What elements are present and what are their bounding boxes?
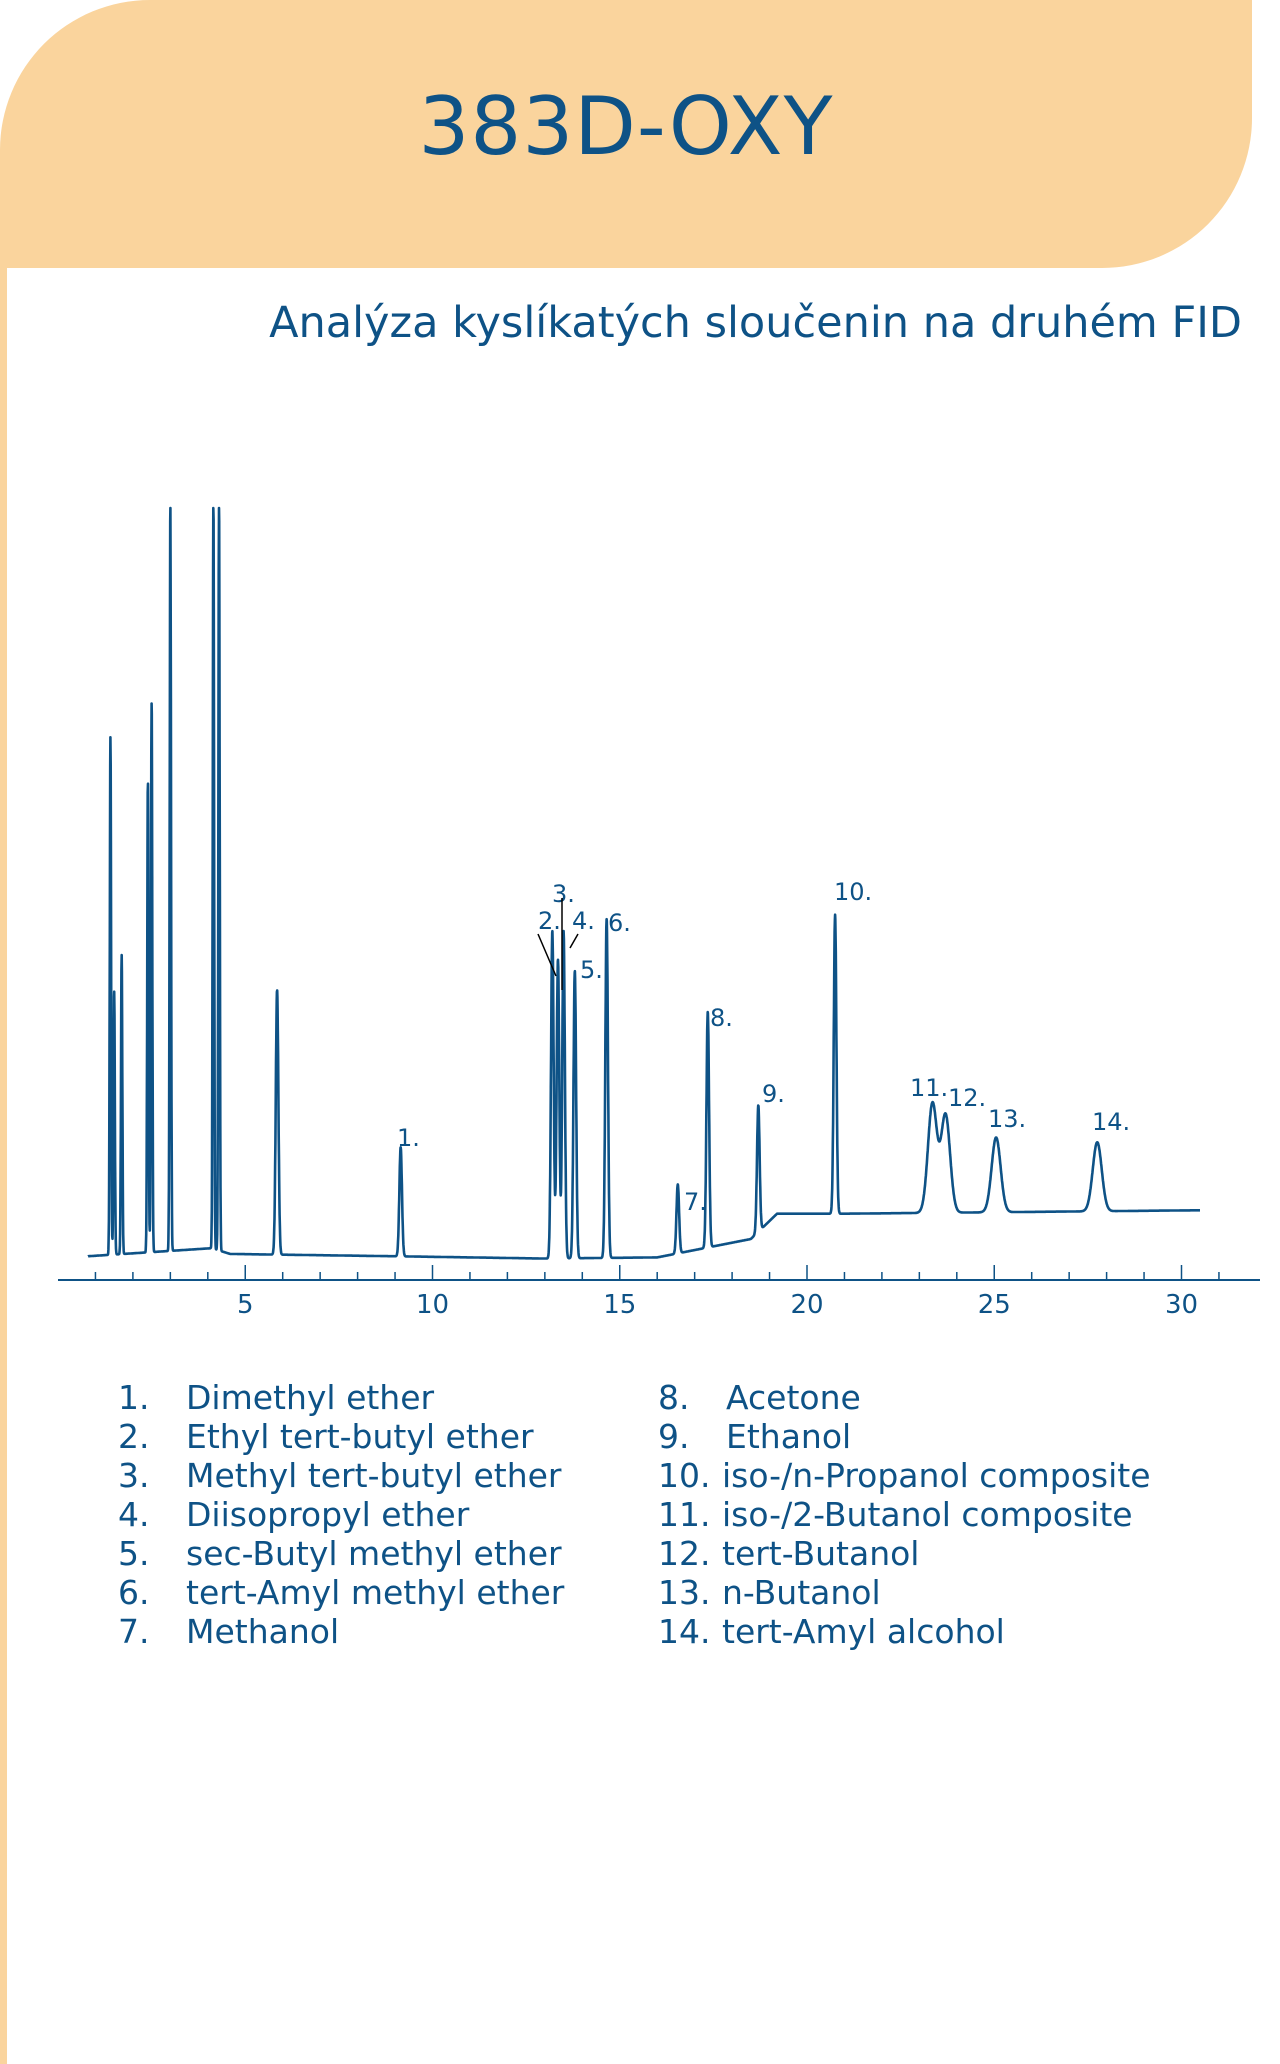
header-band — [0, 0, 1252, 268]
legend-item: 8. Acetone — [658, 1378, 1151, 1417]
legend-item: 10. iso-/n-Propanol composite — [658, 1456, 1151, 1495]
chromatogram-trace-line — [86, 506, 1202, 1260]
legend-item-number: 4. — [118, 1495, 150, 1534]
legend-list-right: 8. Acetone 9. Ethanol 10. iso-/n-Propanol com… — [658, 1378, 1151, 1651]
legend-item: 3. Methyl tert-butyl ether — [118, 1456, 564, 1495]
legend-item-number: 13. — [658, 1573, 711, 1612]
peak-label: 12. — [948, 1084, 986, 1112]
peak-label: 8. — [710, 1004, 733, 1032]
x-tick-label: 30 — [1165, 1290, 1198, 1320]
peak-label: 13. — [988, 1105, 1026, 1133]
legend-item: 2. Ethyl tert-butyl ether — [118, 1417, 564, 1456]
peak-label: 3. — [552, 880, 575, 908]
peak-leader-line — [569, 933, 579, 949]
legend-item-name: Methanol — [186, 1612, 340, 1651]
x-axis-tick-labels: 5 10 15 20 25 30 — [237, 1290, 1198, 1320]
legend-item-number: 6. — [118, 1573, 150, 1612]
legend-item-number: 8. — [658, 1378, 690, 1417]
legend-item-number: 10. — [658, 1456, 711, 1495]
legend-item-number: 2. — [118, 1417, 150, 1456]
legend-item: 1. Dimethyl ether — [118, 1378, 564, 1417]
legend-item: 11. iso-/2-Butanol composite — [658, 1495, 1151, 1534]
accent-strip — [0, 268, 7, 2064]
peak-leader-line — [537, 933, 557, 977]
legend-list-left: 1. Dimethyl ether 2. Ethyl tert-butyl ether… — [118, 1378, 564, 1651]
legend-item-number: 3. — [118, 1456, 150, 1495]
peak-label: 6. — [608, 909, 631, 937]
legend-item-name: iso-/2-Butanol composite — [722, 1495, 1133, 1534]
legend-item-name: Ethanol — [726, 1417, 852, 1456]
legend-item-name: sec-Butyl methyl ether — [186, 1534, 562, 1573]
legend-item-name: iso-/n-Propanol composite — [722, 1456, 1151, 1495]
legend-item-name: n-Butanol — [722, 1573, 881, 1612]
legend-item-name: Acetone — [726, 1378, 861, 1417]
peak-label: 10. — [834, 878, 872, 906]
legend-item-number: 12. — [658, 1534, 711, 1573]
peak-label: 14. — [1092, 1108, 1130, 1136]
legend-item-name: tert-Butanol — [722, 1534, 920, 1573]
chromatogram-trace — [86, 506, 1202, 1260]
legend-item-number: 7. — [118, 1612, 150, 1651]
legend-item-number: 1. — [118, 1378, 150, 1417]
x-tick-label: 5 — [237, 1290, 254, 1320]
peak-label: 5. — [580, 956, 603, 984]
peak-label: 4. — [572, 907, 595, 935]
legend-item-name: Ethyl tert-butyl ether — [186, 1417, 534, 1456]
chromatogram-chart: 5 10 15 20 25 30 1.2.3.4.5.6.7.8.9.10.11. 12.1… — [58, 506, 1260, 1320]
legend-item-number: 9. — [658, 1417, 690, 1456]
x-axis-ticks — [94, 1265, 1220, 1280]
peak-label: 2. — [538, 907, 561, 935]
legend-item-name: tert-Amyl methyl ether — [186, 1573, 565, 1612]
legend-item: 6. tert-Amyl methyl ether — [118, 1573, 564, 1612]
x-tick-label: 20 — [790, 1290, 823, 1320]
chart-subtitle: Analýza kyslíkatých sloučenin na druhém … — [269, 298, 1242, 348]
legend-item: 9. Ethanol — [658, 1417, 1151, 1456]
peak-label: 9. — [762, 1080, 785, 1108]
peak-label: 1. — [397, 1124, 420, 1152]
legend-item: 14. tert-Amyl alcohol — [658, 1612, 1151, 1651]
legend-item-number: 11. — [658, 1495, 711, 1534]
legend-item-name: Methyl tert-butyl ether — [186, 1456, 562, 1495]
legend-item: 4. Diisopropyl ether — [118, 1495, 564, 1534]
peak-label: 7. — [684, 1188, 707, 1216]
x-tick-label: 25 — [978, 1290, 1011, 1320]
legend-item: 5. sec-Butyl methyl ether — [118, 1534, 564, 1573]
peak-labels: 1. 2.3.4. 5.6. 7. 8. 9. 10. 11. 12.13. 14. — [397, 878, 1130, 1216]
x-tick-label: 15 — [603, 1290, 636, 1320]
legend-item-name: Dimethyl ether — [186, 1378, 435, 1417]
legend-item-name: tert-Amyl alcohol — [722, 1612, 1005, 1651]
legend-item: 12. tert-Butanol — [658, 1534, 1151, 1573]
page-title: 383D-OXY — [418, 80, 834, 173]
legend-item: 7. Methanol — [118, 1612, 564, 1651]
legend-item-number: 5. — [118, 1534, 150, 1573]
legend-item-number: 14. — [658, 1612, 711, 1651]
legend-item-name: Diisopropyl ether — [186, 1495, 470, 1534]
peak-label: 11. — [910, 1074, 948, 1102]
x-tick-label: 10 — [416, 1290, 449, 1320]
legend-item: 13. n-Butanol — [658, 1573, 1151, 1612]
